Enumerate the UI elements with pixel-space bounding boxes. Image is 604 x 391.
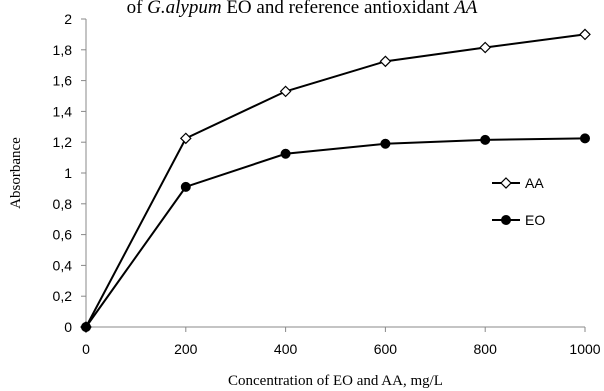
- y-tick-label: 0,2: [53, 288, 73, 304]
- data-point-aa: [479, 41, 492, 54]
- data-point-eo: [380, 138, 391, 149]
- data-point-eo: [580, 133, 590, 144]
- y-tick-label: 1,6: [53, 73, 73, 89]
- x-ticks: 0 200 400 600 800 1000: [82, 327, 601, 357]
- x-axis-label: Concentration of EO and AA, mg/L: [228, 373, 443, 389]
- series-eo: [81, 133, 590, 332]
- data-point-aa: [379, 55, 392, 68]
- chart-title-part: of: [127, 0, 148, 18]
- x-tick-label: 600: [374, 341, 398, 357]
- series-layer: [80, 28, 591, 333]
- y-tick-label: 0: [64, 319, 72, 335]
- legend: AA EO: [492, 175, 545, 228]
- series-line-eo: [85, 137, 586, 328]
- x-tick-label: 800: [474, 341, 498, 357]
- y-tick-label: 1,4: [53, 103, 73, 119]
- data-point-eo: [180, 181, 191, 192]
- legend-item-eo: EO: [492, 212, 545, 228]
- chart-title-part: G.alypum: [147, 0, 221, 18]
- data-point-eo: [81, 322, 91, 332]
- chart-title: of G.alypum EO and reference antioxidant…: [127, 0, 478, 18]
- data-point-aa: [179, 132, 192, 145]
- legend-marker: [501, 215, 511, 225]
- y-tick-label: 0,8: [53, 196, 73, 212]
- data-point-eo: [280, 148, 291, 159]
- y-axis-label: Absorbance: [8, 137, 24, 209]
- y-tick-label: 0,6: [53, 227, 73, 243]
- chart-title-part: EO and reference antioxidant: [222, 0, 455, 18]
- axes: [85, 19, 585, 328]
- y-ticks: 0 0,2 0,4 0,6 0,8 1 1,2 1,4 1,6 1,8 2: [53, 11, 86, 335]
- series-aa: [80, 28, 591, 333]
- y-tick-label: 2: [64, 11, 72, 27]
- legend-marker: [500, 177, 512, 189]
- y-tick-label: 1,8: [53, 42, 73, 58]
- chart-title-part: AA: [452, 0, 478, 18]
- x-tick-label: 0: [82, 341, 90, 357]
- data-point-aa: [279, 85, 292, 98]
- series-line-aa: [85, 33, 586, 328]
- x-tick-label: 1000: [569, 341, 600, 357]
- legend-label: EO: [525, 212, 545, 228]
- y-tick-label: 0,4: [53, 257, 73, 273]
- data-point-aa: [579, 28, 591, 41]
- legend-item-aa: AA: [492, 175, 544, 191]
- y-tick-label: 1,2: [53, 134, 73, 150]
- legend-label: AA: [525, 175, 544, 191]
- y-tick-label: 1: [64, 165, 72, 181]
- x-tick-label: 200: [174, 341, 198, 357]
- data-point-eo: [480, 134, 491, 145]
- x-tick-label: 400: [274, 341, 298, 357]
